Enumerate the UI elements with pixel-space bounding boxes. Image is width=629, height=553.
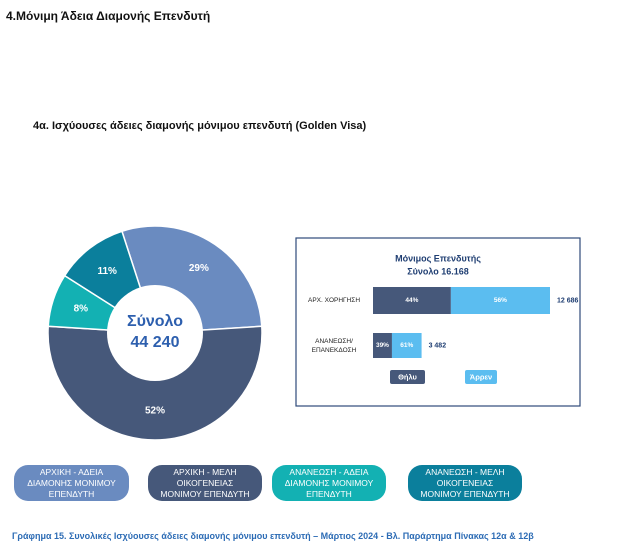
- legend-label: Άρρεν: [470, 372, 492, 381]
- bar-segment: [391, 333, 422, 358]
- slice-label: 52%: [145, 406, 165, 417]
- legend-swatch: [390, 370, 425, 384]
- legend-swatch: [465, 370, 497, 384]
- slice-label: 8%: [74, 304, 89, 315]
- legend-item: ΑΡΧΙΚΗ - ΜΕΛΗ ΟΙΚΟΓΕΝΕΙΑΣ ΜΟΝΙΜΟΥ ΕΠΕΝΔΥ…: [148, 465, 262, 501]
- caption: Γράφημα 15. Συνολικές Ισχύουσες άδειες δ…: [12, 531, 534, 541]
- bar-value-label: 61%: [400, 342, 413, 349]
- legend-item: ΑΝΑΝΕΩΣΗ - ΜΕΛΗ ΟΙΚΟΓΕΝΕΙΑΣ ΜΟΝΙΜΟΥ ΕΠΕΝ…: [408, 465, 522, 501]
- category-label: ΑΡΧ. ΧΟΡΗΓΗΣΗ: [308, 297, 360, 304]
- legend-label: Θήλυ: [398, 372, 417, 381]
- slice-label: 29%: [189, 263, 209, 274]
- bar-value-label: 56%: [494, 297, 507, 304]
- bar-segment: [373, 333, 392, 358]
- total-label: 3 482: [429, 342, 447, 349]
- donut-hole: [107, 285, 203, 381]
- bar-value-label: 44%: [405, 297, 418, 304]
- bar-subtitle: Σύνολο 16.168: [407, 266, 469, 276]
- bar-title: Μόνιμος Επενδυτής: [395, 253, 481, 263]
- bar-value-label: 39%: [376, 342, 389, 349]
- page-title: 4.Μόνιμη Άδεια Διαμονής Επενδυτή: [6, 9, 211, 23]
- legend-item: ΑΝΑΝΕΩΣΗ - ΑΔΕΙΑ ΔΙΑΜΟΝΗΣ ΜΟΝΙΜΟΥ ΕΠΕΝΔΥ…: [272, 465, 386, 501]
- center-value: 44 240: [131, 334, 180, 351]
- pie-slice: [47, 325, 263, 441]
- bar-segment: [373, 287, 451, 314]
- center-label: Σύνολο: [127, 313, 183, 330]
- bar-segment: [450, 287, 550, 314]
- total-label: 12 686: [557, 297, 579, 304]
- slice-label: 11%: [97, 266, 117, 277]
- section-title: 4α. Ισχύουσες άδειες διαμονής μόνιμου επ…: [33, 120, 367, 132]
- category-label: ΑΝΑΝΕΩΣΗ/ΕΠΑΝΕΚΔΟΣΗ: [312, 338, 357, 354]
- legend-item: ΑΡΧΙΚΗ - ΑΔΕΙΑ ΔΙΑΜΟΝΗΣ ΜΟΝΙΜΟΥ ΕΠΕΝΔΥΤΗ: [14, 465, 129, 501]
- bar-frame: [295, 237, 581, 407]
